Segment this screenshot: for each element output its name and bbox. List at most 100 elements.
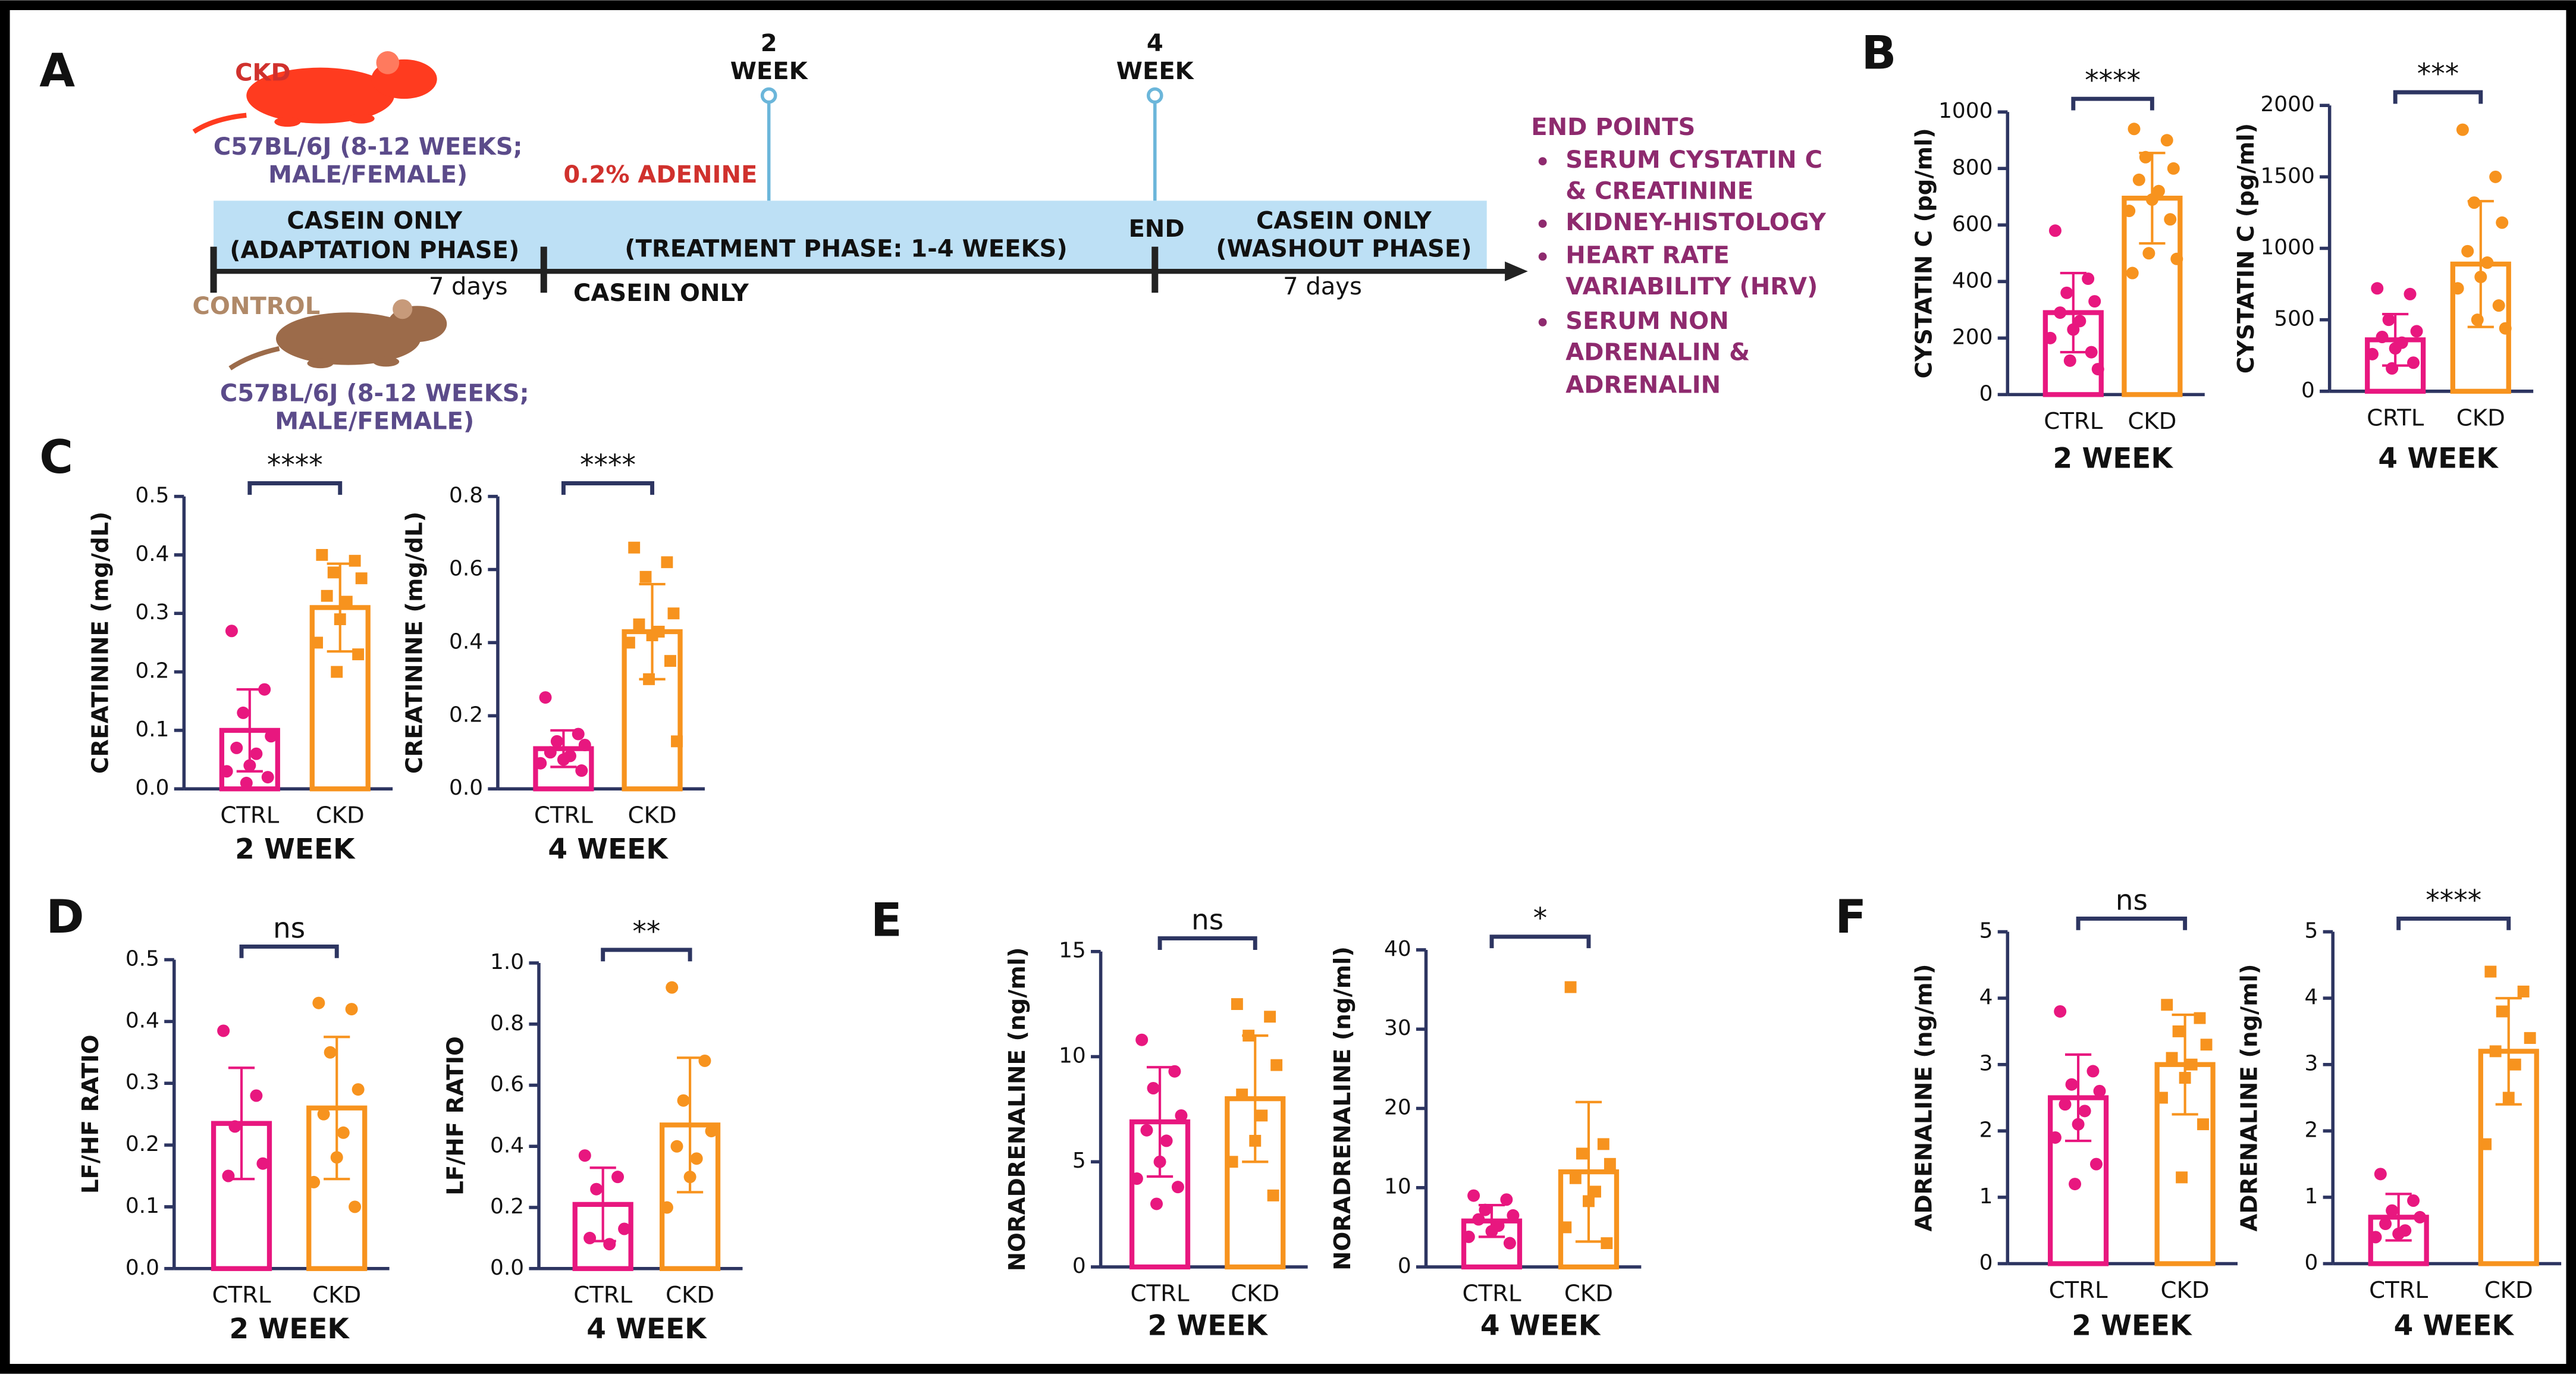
x-tick-label: CTRL	[1462, 1280, 1521, 1307]
end-point-item: HEART RATE	[1565, 241, 1730, 269]
data-point	[2044, 331, 2057, 344]
y-tick-label: 40	[1384, 937, 1411, 961]
x-axis-label: 2 WEEK	[229, 1313, 350, 1345]
data-point	[2160, 134, 2173, 147]
x-tick-label: CTRL	[1131, 1280, 1190, 1307]
data-point	[2410, 325, 2423, 338]
y-tick-label: 0	[1979, 381, 1993, 406]
data-point	[628, 541, 641, 554]
data-point	[2414, 1210, 2427, 1224]
y-tick-label: 800	[1952, 155, 1993, 180]
data-point	[603, 1238, 616, 1251]
y-tick-label: 2	[2305, 1118, 2318, 1142]
y-tick-label: 20	[1384, 1095, 1411, 1119]
data-point	[2172, 1025, 2185, 1037]
y-tick-label: 0.8	[490, 1011, 524, 1036]
data-point	[578, 1149, 591, 1162]
y-tick-label: 400	[1952, 268, 1993, 293]
y-tick-label: 1	[2305, 1184, 2318, 1209]
y-tick-label: 0.4	[449, 629, 483, 654]
data-point	[2067, 323, 2080, 336]
data-point	[355, 572, 368, 585]
data-point	[217, 1024, 230, 1037]
data-point	[1153, 1155, 1166, 1168]
data-point	[2461, 244, 2474, 258]
y-axis-label: LF/HF RATIO	[442, 1036, 469, 1196]
y-tick-label: 0	[2301, 378, 2315, 403]
x-tick-label: CTRL	[212, 1282, 271, 1309]
phase-label: (WASHOUT PHASE)	[1216, 235, 1471, 262]
y-axis-label: ADRENALINE (ng/ml)	[2236, 964, 2263, 1232]
data-point	[1264, 1011, 1276, 1023]
data-point	[324, 1046, 337, 1059]
end-point-item: VARIABILITY (HRV)	[1565, 273, 1818, 300]
y-axis-label: NORADRENALINE (ng/ml)	[1004, 947, 1031, 1271]
data-point	[2502, 1091, 2515, 1104]
data-point	[2085, 346, 2098, 359]
data-point	[1485, 1225, 1498, 1238]
data-point	[349, 554, 361, 567]
data-point	[1171, 1181, 1184, 1194]
x-tick-label: CKD	[1231, 1280, 1279, 1307]
data-point	[311, 636, 324, 649]
data-point	[2386, 1204, 2399, 1217]
end-point-item: KIDNEY-HISTOLOGY	[1565, 209, 1827, 236]
end-points: END POINTS SERUM CYSTATIN C & CREATININE…	[1531, 114, 1827, 399]
data-point	[2048, 1131, 2062, 1144]
data-point	[222, 1169, 235, 1182]
y-tick-label: 0.2	[125, 1132, 159, 1156]
data-point	[345, 1003, 358, 1016]
data-point	[1226, 1156, 1238, 1168]
data-point	[539, 691, 552, 704]
data-point	[1597, 1138, 1609, 1150]
timepoint-pin-head	[760, 87, 777, 104]
data-point	[2091, 363, 2104, 376]
data-point	[683, 1171, 696, 1184]
bullet	[1538, 252, 1547, 261]
strain-text: MALE/FEMALE)	[275, 407, 474, 435]
data-point	[611, 1171, 625, 1184]
data-point	[2170, 252, 2183, 265]
data-point	[646, 629, 658, 642]
significance-bracket	[247, 481, 343, 495]
data-point	[1564, 981, 1577, 993]
x-tick-label: CTRL	[2044, 408, 2103, 435]
y-tick-label: 1500	[2260, 164, 2314, 188]
y-axis-label: LF/HF RATIO	[77, 1034, 104, 1194]
data-point	[1507, 1209, 1520, 1222]
bullet	[1538, 219, 1547, 228]
y-tick-label: 0.4	[125, 1008, 159, 1033]
data-point	[677, 1094, 690, 1107]
significance-label: **	[632, 915, 660, 948]
significance-label: ****	[267, 448, 323, 481]
data-point	[2386, 362, 2399, 375]
data-point	[2072, 1118, 2085, 1131]
data-point	[1569, 1172, 1582, 1184]
data-point	[1147, 1082, 1160, 1095]
data-point	[1462, 1230, 1475, 1243]
data-point	[643, 673, 655, 685]
data-point	[667, 607, 680, 620]
y-tick-label: 10	[1384, 1175, 1411, 1199]
data-point	[1150, 1197, 1163, 1210]
data-point	[237, 706, 250, 719]
y-tick-label: 0.2	[135, 659, 169, 683]
y-tick-label: 4	[2305, 985, 2318, 1009]
y-tick-label: 0.1	[135, 717, 169, 742]
data-point	[2374, 1168, 2387, 1181]
phase-label: (TREATMENT PHASE: 1-4 WEEKS)	[625, 235, 1067, 262]
data-point	[2054, 306, 2067, 319]
data-point	[544, 746, 557, 759]
data-point	[225, 625, 238, 638]
y-tick-label: 0.2	[449, 702, 483, 727]
x-tick-label: CKD	[2161, 1277, 2210, 1304]
y-tick-label: 500	[2274, 307, 2315, 331]
data-point	[1270, 1059, 1283, 1071]
data-point	[228, 1120, 241, 1133]
data-point	[2489, 170, 2502, 183]
y-tick-label: 0.3	[125, 1070, 159, 1094]
timepoint-label: 4	[1147, 30, 1163, 57]
significance-bracket	[2071, 96, 2154, 111]
x-tick-label: CKD	[316, 802, 365, 829]
